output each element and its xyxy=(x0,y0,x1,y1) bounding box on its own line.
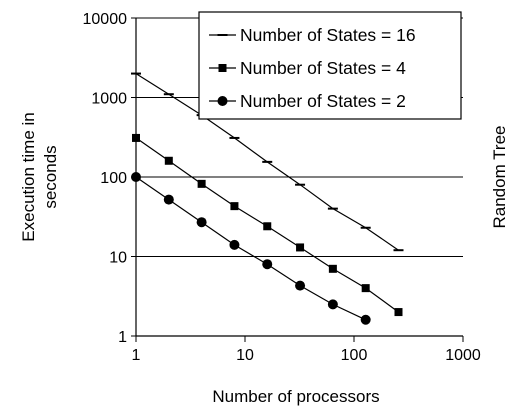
legend-box xyxy=(198,11,462,120)
y-tick-label-10000: 10000 xyxy=(83,11,128,28)
legend-marker-2 xyxy=(217,96,228,106)
series-1 xyxy=(132,133,403,317)
y-axis-title: Execution time in seconds xyxy=(19,112,60,241)
y-tick-label-10: 10 xyxy=(109,250,127,267)
data-point-1-8 xyxy=(394,308,403,317)
y-tick-label-100: 100 xyxy=(100,170,127,187)
y-tick-label-1: 1 xyxy=(118,329,127,346)
y-axis-title-line2: seconds xyxy=(41,145,60,208)
series-0 xyxy=(131,72,404,252)
data-point-2-2 xyxy=(196,217,207,228)
data-point-2-6 xyxy=(327,299,338,310)
data-point-2-5 xyxy=(295,280,306,291)
legend-label-0: Number of States = 16 xyxy=(240,25,416,45)
data-point-1-5 xyxy=(296,243,305,252)
x-tick-label-10: 10 xyxy=(236,347,254,364)
series-line-2 xyxy=(135,176,366,321)
data-point-1-6 xyxy=(328,264,337,273)
y-tick-label-1000: 1000 xyxy=(91,91,127,108)
right-side-label: Random Tree xyxy=(490,126,509,229)
series-group xyxy=(131,72,404,325)
x-tick-label-1: 1 xyxy=(132,347,141,364)
data-point-2-1 xyxy=(163,194,174,205)
data-point-2-7 xyxy=(360,314,371,325)
data-point-1-3 xyxy=(230,202,239,211)
data-point-1-0 xyxy=(132,133,140,142)
x-axis-title: Number of processors xyxy=(212,387,379,406)
data-point-1-2 xyxy=(197,179,206,188)
y-axis-title-line1: Execution time in xyxy=(19,112,38,241)
data-point-2-3 xyxy=(229,239,240,250)
legend: Number of States = 16 Number of States = … xyxy=(198,11,462,120)
data-point-1-1 xyxy=(164,156,173,165)
y-tick-labels: 1 10 100 1000 10000 xyxy=(83,11,128,346)
x-tick-label-100: 100 xyxy=(341,347,368,364)
data-point-2-4 xyxy=(262,259,273,270)
data-point-1-4 xyxy=(263,222,272,231)
data-point-2-0 xyxy=(131,172,141,182)
series-2 xyxy=(131,172,371,325)
data-point-1-7 xyxy=(361,284,370,293)
x-tick-label-1000: 1000 xyxy=(445,347,481,364)
x-tick-labels: 1 10 100 1000 xyxy=(132,347,481,364)
legend-marker-1 xyxy=(218,64,227,72)
legend-label-1: Number of States = 4 xyxy=(240,58,406,78)
legend-label-2: Number of States = 2 xyxy=(240,91,406,111)
